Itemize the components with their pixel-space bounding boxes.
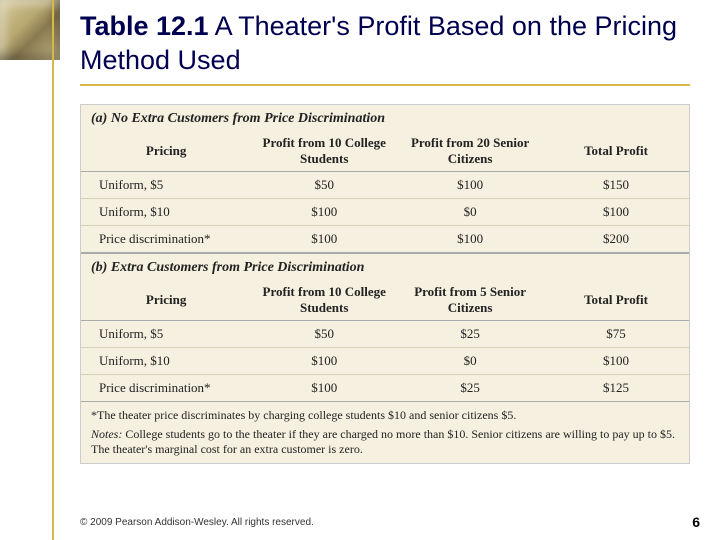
table-row: Price discrimination*$100$25$125 [81,374,689,401]
table-row: Price discrimination*$100$100$200 [81,225,689,252]
panel-a-table: Pricing Profit from 10 College Students … [81,131,689,253]
table-row: Uniform, $5$50$25$75 [81,320,689,347]
slide-content: Table 12.1 A Theater's Profit Based on t… [0,0,720,464]
slide-title: Table 12.1 A Theater's Profit Based on t… [80,10,690,78]
table-row: Uniform, $10$100$0$100 [81,347,689,374]
panel-b-title: (b) Extra Customers from Price Discrimin… [81,253,689,280]
col-header: Profit from 10 College Students [251,131,397,172]
table-footnote: *The theater price discriminates by char… [81,402,689,425]
vertical-accent-line [52,0,54,540]
col-header: Pricing [81,131,251,172]
col-header: Profit from 5 Senior Citizens [397,280,543,321]
page-number: 6 [692,514,700,530]
col-header: Total Profit [543,131,689,172]
panel-b-table: Pricing Profit from 10 College Students … [81,280,689,402]
title-bold: Table 12.1 [80,11,209,41]
panel-a-title: (a) No Extra Customers from Price Discri… [81,105,689,131]
table-notes: Notes: College students go to the theate… [81,425,689,463]
table-row: Uniform, $10$100$0$100 [81,198,689,225]
col-header: Total Profit [543,280,689,321]
col-header: Profit from 20 Senior Citizens [397,131,543,172]
table-container: (a) No Extra Customers from Price Discri… [80,104,690,464]
copyright-text: © 2009 Pearson Addison-Wesley. All right… [80,517,314,528]
corner-decoration [0,0,60,60]
col-header: Profit from 10 College Students [251,280,397,321]
table-row: Uniform, $5$50$100$150 [81,171,689,198]
title-rule [80,84,690,86]
col-header: Pricing [81,280,251,321]
